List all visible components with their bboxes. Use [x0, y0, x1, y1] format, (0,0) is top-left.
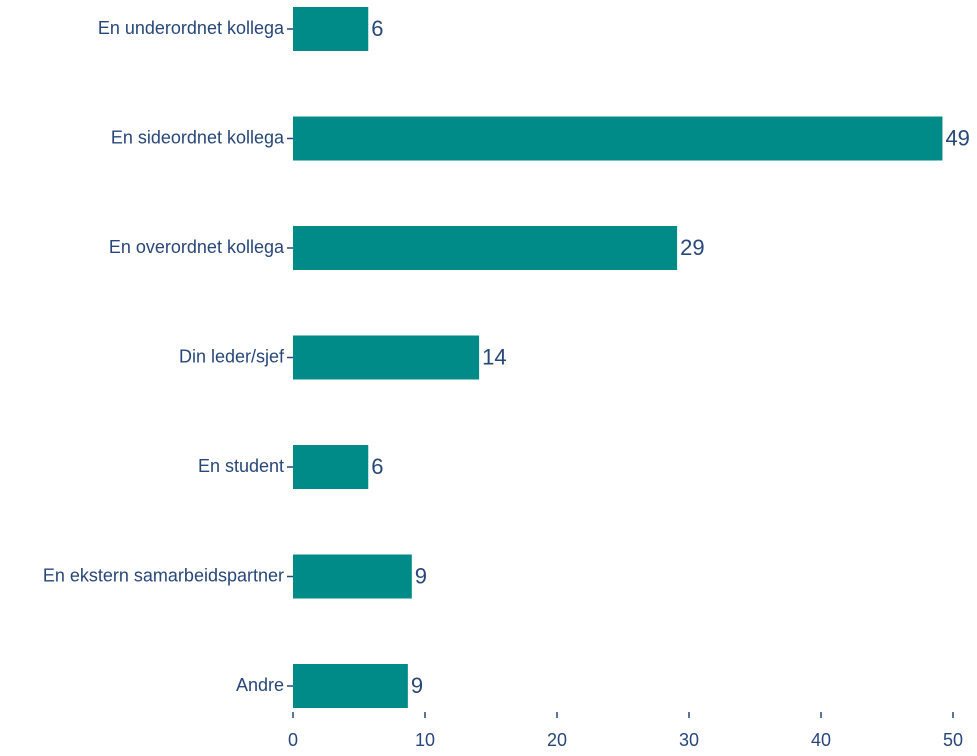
y-tick-label: En overordnet kollega: [109, 237, 285, 257]
bar: [293, 335, 480, 380]
value-label: 14: [482, 344, 506, 369]
x-tick-label: 50: [943, 730, 963, 750]
bar: [293, 445, 369, 489]
value-label: 9: [411, 673, 423, 698]
value-label: 6: [371, 16, 383, 41]
bar: [293, 7, 369, 51]
bar: [293, 226, 678, 270]
y-tick-label: En ekstern samarbeidspartner: [43, 565, 284, 585]
x-tick-label: 30: [679, 730, 699, 750]
bar: [293, 554, 412, 599]
value-label: 9: [415, 563, 427, 588]
y-tick-label: En student: [198, 456, 284, 476]
x-tick-label: 10: [415, 730, 435, 750]
value-label: 29: [680, 235, 704, 260]
bar: [293, 116, 943, 161]
x-tick-label: 20: [547, 730, 567, 750]
y-tick-label: Din leder/sjef: [179, 346, 285, 366]
value-label: 49: [945, 125, 969, 150]
x-tick-label: 40: [811, 730, 831, 750]
y-tick-label: Andre: [236, 675, 284, 695]
y-tick-label: En sideordnet kollega: [111, 127, 285, 147]
y-tick-label: En underordnet kollega: [98, 18, 285, 38]
x-tick-label: 0: [288, 730, 298, 750]
value-label: 6: [371, 454, 383, 479]
bar: [293, 664, 408, 708]
